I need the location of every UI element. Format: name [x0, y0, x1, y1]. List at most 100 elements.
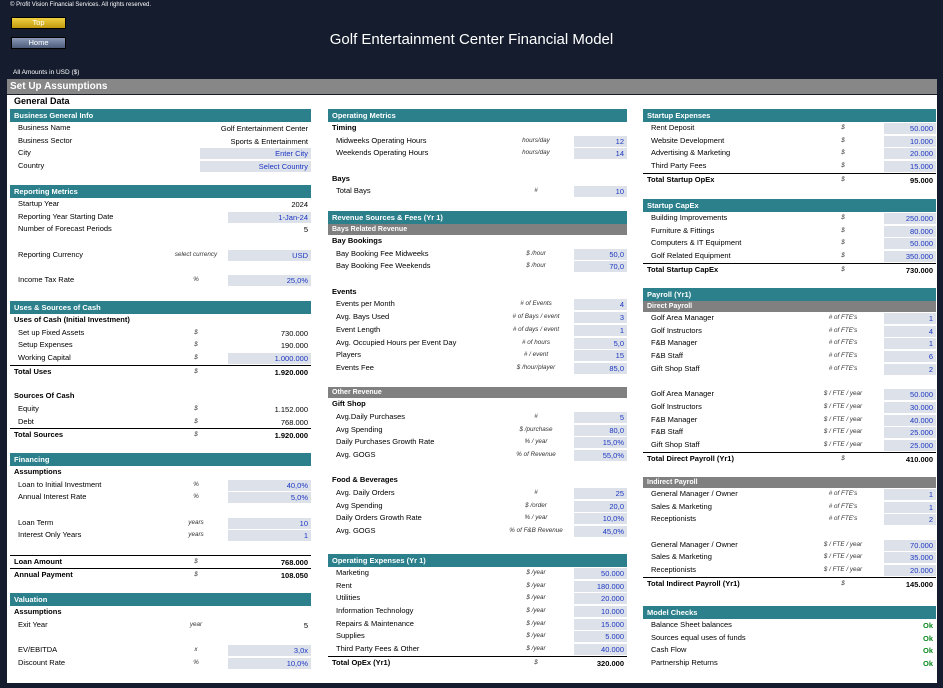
input-cell[interactable]: Select Country — [200, 161, 311, 173]
home-button[interactable]: Home — [11, 37, 66, 49]
input-cell[interactable]: 12 — [574, 135, 627, 147]
input-cell[interactable]: 40.000 — [884, 414, 936, 426]
data-row: EV/EBITDA x 3,0x — [10, 644, 311, 657]
input-cell[interactable]: 10.000 — [884, 135, 936, 147]
input-cell[interactable]: 250.000 — [884, 213, 936, 224]
input-cell[interactable]: 50.000 — [884, 389, 936, 401]
row-label: Partnership Returns — [651, 658, 718, 668]
input-cell[interactable]: 10 — [228, 517, 311, 529]
input-cell[interactable]: 40,0% — [228, 479, 311, 491]
row-label: Total Indirect Payroll (Yr1) — [647, 578, 740, 588]
input-cell[interactable]: Enter City — [200, 148, 311, 160]
input-cell[interactable]: 5,0% — [228, 492, 311, 504]
input-cell[interactable]: 25,0% — [228, 275, 311, 287]
input-cell[interactable]: 25.000 — [884, 439, 936, 451]
input-cell[interactable]: 80.000 — [884, 225, 936, 237]
input-cell[interactable]: 3,0x — [228, 645, 311, 657]
input-cell[interactable]: 1 — [228, 530, 311, 542]
row-label: Rent Deposit — [651, 123, 695, 132]
input-cell[interactable]: 10.000 — [574, 606, 627, 618]
row-label: Avg. GOGS — [336, 450, 376, 459]
input-cell[interactable]: 85,0 — [574, 362, 627, 374]
value-cell: 320.000 — [596, 658, 624, 668]
data-row: Exit Year year 5 — [10, 619, 311, 632]
input-cell[interactable]: 10,0% — [228, 657, 311, 669]
row-label: Daily Purchases Growth Rate — [336, 437, 435, 447]
row-label: Sales & Marketing — [651, 501, 712, 511]
row-unit: $ /hour/player — [516, 363, 556, 371]
total-row: Total Startup CapEx $730.000 — [643, 262, 936, 276]
row-unit: $ — [194, 328, 198, 336]
input-cell[interactable]: 350.000 — [884, 251, 936, 263]
input-cell[interactable]: 6 — [884, 351, 936, 363]
input-cell[interactable]: 1 — [884, 488, 936, 500]
input-cell[interactable]: 5 — [574, 411, 627, 423]
input-cell[interactable]: 10,0% — [574, 513, 627, 525]
top-button[interactable]: Top — [11, 17, 66, 29]
input-cell[interactable]: 50,0 — [574, 248, 627, 260]
data-row: Gift Shop Staff # of FTE's 2 — [643, 363, 936, 376]
input-cell[interactable]: 2 — [884, 514, 936, 526]
input-cell[interactable]: 40.000 — [574, 644, 627, 656]
input-cell[interactable]: 15.000 — [884, 161, 936, 173]
input-cell[interactable]: 20.000 — [884, 565, 936, 577]
row-unit: % of Revenue — [516, 451, 556, 458]
input-cell[interactable]: 180.000 — [574, 580, 627, 592]
input-cell[interactable]: 5.000 — [574, 631, 627, 643]
input-cell[interactable]: 45,0% — [574, 526, 627, 538]
data-row: Setup Expenses $190.000 — [10, 339, 311, 352]
input-cell[interactable]: 20.000 — [884, 148, 936, 160]
input-cell[interactable]: 1-Jan-24 — [228, 211, 311, 223]
row-label: Weekends Operating Hours — [336, 148, 429, 158]
input-cell[interactable]: 1 — [884, 501, 936, 513]
data-row: Utilities $ /year 20.000 — [328, 592, 627, 605]
input-cell[interactable]: 25.000 — [884, 427, 936, 439]
input-cell[interactable]: USD — [228, 249, 311, 261]
row-unit: $ /year — [526, 594, 546, 602]
data-row: Reporting Currency select currency USD — [10, 249, 311, 262]
input-cell[interactable]: 4 — [884, 325, 936, 337]
row-label: Event Length — [336, 324, 381, 334]
input-cell[interactable]: 25 — [574, 488, 627, 500]
row-label: Advertising & Marketing — [651, 148, 731, 158]
input-cell[interactable]: 20.000 — [574, 593, 627, 605]
input-cell[interactable]: 10 — [574, 186, 627, 198]
input-cell[interactable]: 5,0 — [574, 337, 627, 349]
data-row: Information Technology $ /year 10.000 — [328, 605, 627, 618]
row-label: Total Direct Payroll (Yr1) — [647, 453, 734, 463]
row-unit: $ /year — [526, 619, 546, 627]
row-label: Cash Flow — [651, 645, 687, 655]
input-cell[interactable]: 1 — [574, 324, 627, 336]
input-cell[interactable]: 70.000 — [884, 539, 936, 551]
input-cell[interactable]: 30.000 — [884, 401, 936, 413]
row-unit: $ /year — [526, 569, 546, 576]
row-label: Sales & Marketing — [651, 552, 712, 562]
input-cell[interactable]: 1.000.000 — [228, 353, 311, 365]
row-label: Reporting Currency — [18, 249, 84, 259]
input-cell[interactable]: 80,0 — [574, 424, 627, 436]
input-cell[interactable]: 70,0 — [574, 261, 627, 273]
input-cell[interactable]: 15.000 — [574, 618, 627, 630]
input-cell[interactable]: 15 — [574, 350, 627, 362]
food-beverages-title: Food & Beverages — [332, 475, 398, 485]
data-row: Avg. Occupied Hours per Event Day # of ho… — [328, 337, 627, 350]
input-cell[interactable]: 20,0 — [574, 500, 627, 512]
row-label: Interest Only Years — [18, 530, 82, 540]
input-cell[interactable]: 50.000 — [884, 123, 936, 134]
input-cell[interactable]: 1 — [884, 313, 936, 324]
bays-related-revenue-bar: Bays Related Revenue — [328, 224, 627, 235]
input-cell[interactable]: 1 — [884, 338, 936, 350]
input-cell[interactable]: 35.000 — [884, 552, 936, 564]
input-cell[interactable]: 4 — [574, 299, 627, 311]
input-cell[interactable]: 55,0% — [574, 450, 627, 461]
input-cell[interactable]: 2 — [884, 363, 936, 375]
check-status: Ok — [922, 633, 933, 643]
data-row: Loan to Initial Investment% 40,0% — [10, 479, 311, 492]
data-row: Marketing $ /year 50.000 — [328, 567, 627, 580]
input-cell[interactable]: 50.000 — [574, 568, 627, 579]
input-cell[interactable]: 14 — [574, 148, 627, 160]
row-label: Receptionists — [651, 565, 697, 575]
input-cell[interactable]: 50.000 — [884, 238, 936, 250]
input-cell[interactable]: 15,0% — [574, 437, 627, 449]
input-cell[interactable]: 3 — [574, 312, 627, 324]
